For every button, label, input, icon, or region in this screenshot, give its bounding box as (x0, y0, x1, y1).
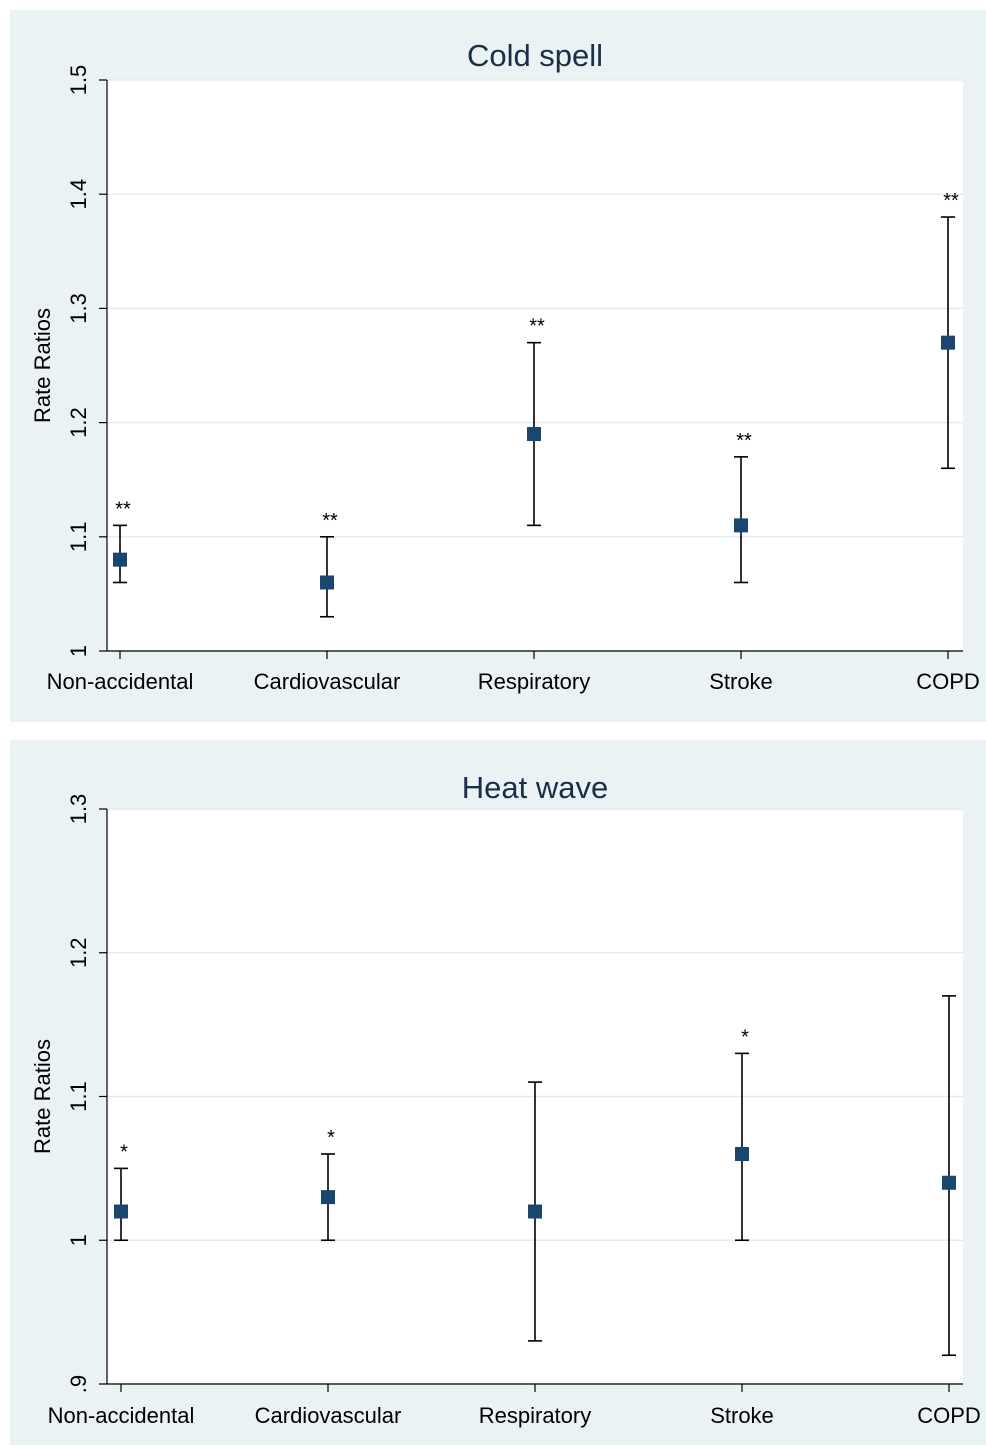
estimate-marker (113, 552, 127, 567)
estimate-marker (734, 518, 748, 533)
estimate-marker (320, 575, 334, 590)
significance-label: * (327, 1127, 335, 1149)
cold-spell-panel: 1 1.1 1.2 1.3 1.4 1.5 Cold spell Rate Ratios Non… (10, 10, 986, 722)
estimate-marker (735, 1147, 749, 1161)
x-tick-label: COPD (917, 1403, 981, 1428)
y-tick-label: .9 (66, 1375, 91, 1393)
x-tick-label: Respiratory (479, 1403, 591, 1428)
x-tick-label: Respiratory (478, 669, 590, 694)
heat-wave-panel: .9 1 1.1 1.2 1.3 Heat wave Rate Ratios Non-acci… (10, 740, 986, 1445)
x-tick-label: Non-accidental (47, 669, 194, 694)
chart-title: Heat wave (462, 770, 608, 805)
significance-label: ** (115, 498, 131, 520)
y-tick-label: 1.2 (66, 937, 91, 968)
y-tick-label: 1.2 (66, 407, 91, 438)
heat-wave-chart: .9 1 1.1 1.2 1.3 Heat wave Rate Ratios Non-acci… (30, 770, 981, 1428)
x-tick-label: Stroke (709, 669, 773, 694)
x-tick-label: Non-accidental (48, 1403, 195, 1428)
x-tick-label: Cardiovascular (255, 1403, 402, 1428)
significance-label: * (741, 1026, 749, 1048)
cold-spell-chart: 1 1.1 1.2 1.3 1.4 1.5 Cold spell Rate Ratios Non… (30, 38, 980, 694)
x-tick-label: COPD (916, 669, 980, 694)
significance-label: * (120, 1141, 128, 1163)
plot-area (107, 80, 963, 651)
y-tick-label: 1 (66, 645, 91, 657)
x-tick-label: Cardiovascular (254, 669, 401, 694)
x-tick-label: Stroke (710, 1403, 774, 1428)
y-tick-label: 1.5 (66, 65, 91, 96)
y-tick-label: 1.1 (66, 522, 91, 553)
y-axis-label: Rate Ratios (30, 1039, 55, 1154)
significance-label: ** (529, 316, 545, 338)
estimate-marker (528, 1204, 542, 1219)
y-tick-label: 1 (66, 1234, 91, 1246)
significance-label: ** (322, 510, 338, 532)
estimate-marker (527, 427, 541, 442)
y-tick-label: 1.1 (66, 1081, 91, 1112)
estimate-marker (321, 1190, 335, 1205)
estimate-marker (114, 1204, 128, 1219)
y-tick-label: 1.3 (66, 293, 91, 324)
significance-label: ** (736, 430, 752, 452)
y-tick-label: 1.4 (66, 179, 91, 210)
y-axis-label: Rate Ratios (30, 308, 55, 423)
y-tick-label: 1.3 (66, 794, 91, 825)
significance-label: ** (943, 190, 959, 212)
chart-title: Cold spell (467, 38, 603, 73)
estimate-marker (941, 335, 955, 350)
estimate-marker (942, 1175, 956, 1190)
